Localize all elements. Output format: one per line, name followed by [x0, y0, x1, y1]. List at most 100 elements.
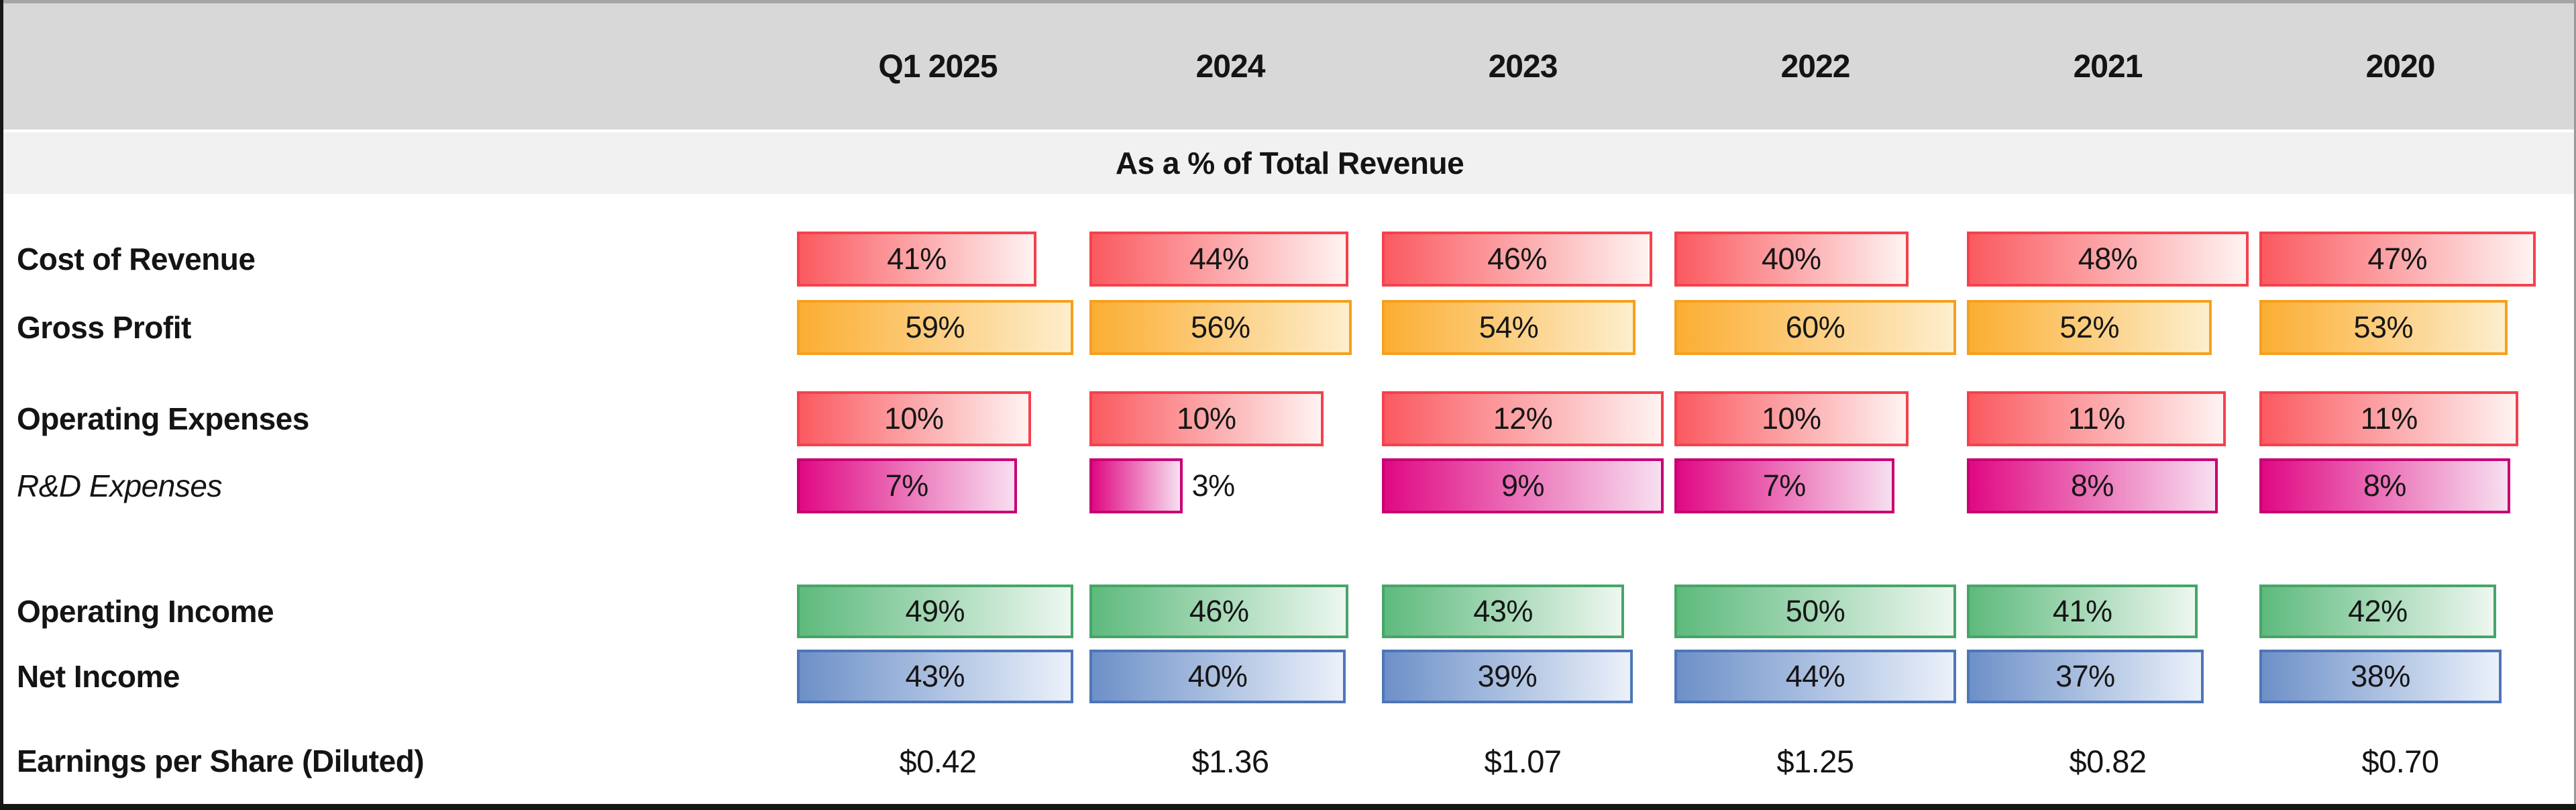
spacer: [3, 446, 2576, 458]
bar-value: 54%: [1479, 310, 1539, 344]
bar-value: 11%: [2068, 401, 2126, 436]
bar-value: 39%: [1477, 659, 1538, 693]
bar-value: 8%: [2363, 468, 2407, 503]
bar-value: 41%: [2052, 594, 2112, 628]
data-bar: 7%: [797, 458, 1017, 513]
col-header-q1-2025: Q1 2025: [878, 48, 998, 85]
data-bar: 10%: [1089, 391, 1324, 446]
section-title: As a % of Total Revenue: [1115, 146, 1464, 181]
data-bar: 41%: [1967, 585, 2198, 638]
table-row-rd-expenses: R&D Expenses 7% 3% 9% 7% 8% 8%: [3, 458, 2576, 513]
data-bar: 43%: [797, 650, 1073, 703]
table-row-cost-of-revenue: Cost of Revenue 41% 44% 46% 40% 48% 47%: [3, 232, 2576, 287]
bar-value: 41%: [887, 242, 947, 276]
section-banner: As a % of Total Revenue: [3, 132, 2576, 194]
data-bar: 11%: [1967, 391, 2226, 446]
bar-value: 10%: [1762, 401, 1821, 436]
data-bar: 50%: [1674, 585, 1956, 638]
table-row-operating-income: Operating Income 49% 46% 43% 50% 41% 42%: [3, 585, 2576, 638]
spacer: [3, 355, 2576, 391]
eps-value: $1.25: [1776, 743, 1854, 779]
row-label: R&D Expenses: [17, 468, 222, 503]
bar-value: 44%: [1189, 242, 1249, 276]
data-bar: 44%: [1674, 650, 1956, 703]
bar-value: 48%: [2078, 242, 2138, 276]
data-bar: 46%: [1089, 585, 1349, 638]
bar-value: 50%: [1785, 594, 1845, 628]
bar-value: 3%: [1191, 468, 1236, 503]
row-label: Operating Expenses: [17, 401, 309, 436]
bar-value: 53%: [2353, 310, 2414, 344]
eps-value: $1.07: [1484, 743, 1562, 779]
bar-value: 43%: [905, 659, 965, 693]
year-header-band: Q1 2025 2024 2023 2022 2021 2020: [3, 3, 2576, 130]
data-bar: 47%: [2259, 232, 2536, 287]
bar-value: 60%: [1785, 310, 1845, 344]
eps-value: $0.42: [899, 743, 977, 779]
bar-value: 10%: [1177, 401, 1236, 436]
col-header-2023: 2023: [1488, 48, 1558, 85]
data-bar: 54%: [1382, 300, 1635, 355]
data-bar: 46%: [1382, 232, 1653, 287]
table-content: Q1 2025 2024 2023 2022 2021 2020 As a % …: [3, 3, 2576, 785]
spacer: [3, 194, 2576, 232]
bar-value: 8%: [2070, 468, 2114, 503]
table-row-operating-expenses: Operating Expenses 10% 10% 12% 10% 11% 1…: [3, 391, 2576, 446]
bar-value: 9%: [1501, 468, 1545, 503]
col-header-2022: 2022: [1780, 48, 1851, 85]
bar-value: 49%: [905, 594, 965, 628]
data-bar: 12%: [1382, 391, 1664, 446]
spacer: [3, 513, 2576, 585]
bar-value: 40%: [1187, 659, 1248, 693]
data-bar: 3%: [1089, 458, 1235, 513]
spacer: [3, 287, 2576, 300]
data-bar: 48%: [1967, 232, 2249, 287]
bar-value: 40%: [1762, 242, 1821, 276]
col-header-2020: 2020: [2365, 48, 2436, 85]
spacer: [3, 638, 2576, 650]
data-bar: 10%: [1674, 391, 1909, 446]
data-bar: 7%: [1674, 458, 1894, 513]
bar-value: 52%: [2059, 310, 2119, 344]
row-label: Operating Income: [17, 594, 274, 629]
table-row-eps: Earnings per Share (Diluted) $0.42 $1.36…: [3, 737, 2576, 785]
data-bar: 39%: [1382, 650, 1633, 703]
data-bar: 56%: [1089, 300, 1352, 355]
table-row-gross-profit: Gross Profit 59% 56% 54% 60% 52% 53%: [3, 300, 2576, 355]
bar-value: 7%: [885, 468, 929, 503]
eps-value: $0.82: [2069, 743, 2147, 779]
data-bar: 43%: [1382, 585, 1625, 638]
bar-value: 46%: [1487, 242, 1547, 276]
data-bar: 53%: [2259, 300, 2508, 355]
data-bar: 40%: [1674, 232, 1909, 287]
data-bar: 10%: [797, 391, 1031, 446]
data-bar: 59%: [797, 300, 1073, 355]
col-header-2021: 2021: [2073, 48, 2143, 85]
bar-value: 10%: [884, 401, 944, 436]
spacer: [3, 703, 2576, 737]
bar-value: 56%: [1191, 310, 1250, 344]
eps-value: $1.36: [1191, 743, 1269, 779]
left-border-line: [0, 0, 3, 810]
data-bar: 8%: [1967, 458, 2218, 513]
data-bar: 42%: [2259, 585, 2496, 638]
data-bar: 52%: [1967, 300, 2212, 355]
data-bar: 60%: [1674, 300, 1956, 355]
data-bar: 40%: [1089, 650, 1346, 703]
bottom-border-line: [0, 804, 2576, 810]
table-row-net-income: Net Income 43% 40% 39% 44% 37% 38%: [3, 650, 2576, 703]
row-label: Net Income: [17, 659, 180, 694]
bar-value: 38%: [2351, 659, 2410, 693]
bar-value: 44%: [1785, 659, 1845, 693]
bar-value: 46%: [1189, 594, 1249, 628]
bar-value: 59%: [905, 310, 965, 344]
bar-value: 7%: [1762, 468, 1807, 503]
bar-value: 42%: [2348, 594, 2408, 628]
data-bar: 9%: [1382, 458, 1664, 513]
data-bar: 37%: [1967, 650, 2204, 703]
bar-value: 37%: [2055, 659, 2115, 693]
col-header-2024: 2024: [1195, 48, 1266, 85]
data-bar: 38%: [2259, 650, 2502, 703]
bar-value: 47%: [2367, 242, 2428, 276]
